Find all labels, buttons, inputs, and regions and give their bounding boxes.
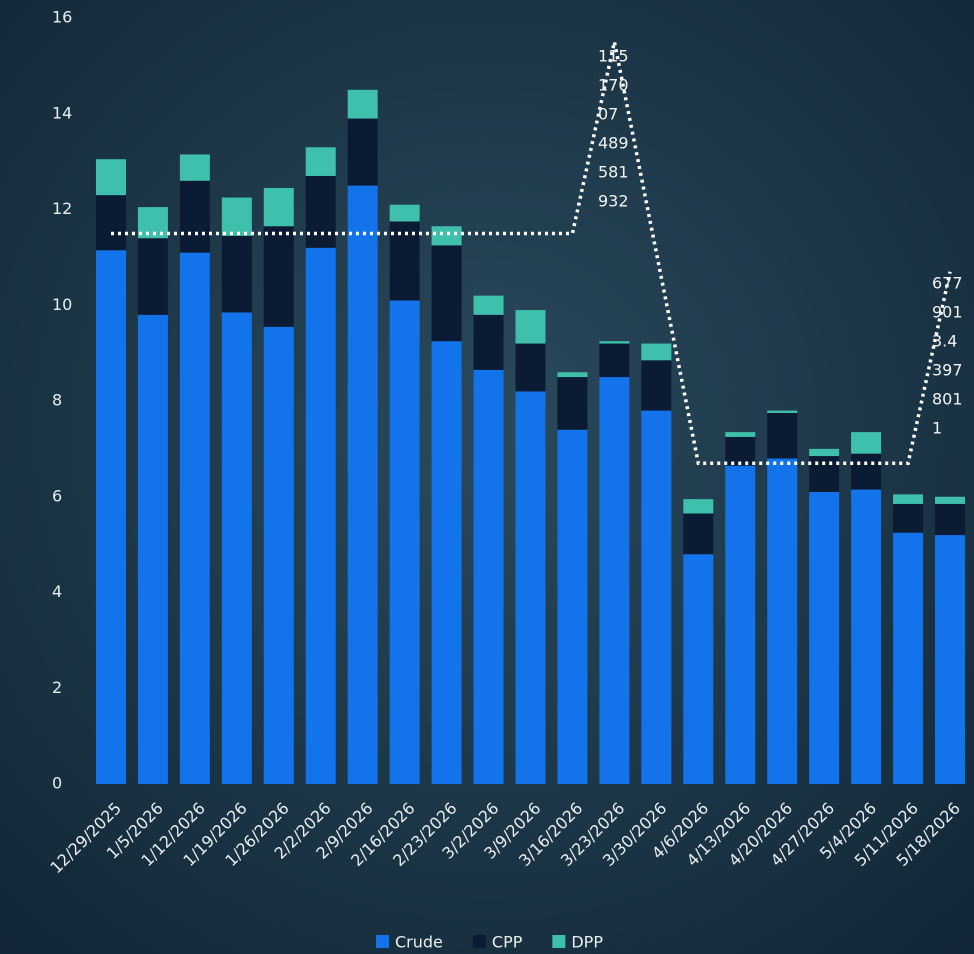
annotation: 170 — [598, 76, 629, 95]
legend-swatch — [472, 935, 486, 948]
bar-segment — [305, 175, 336, 248]
annotation: 581 — [598, 163, 629, 182]
bar-segment — [683, 499, 714, 514]
bar-segment — [179, 180, 210, 253]
bar-segment — [347, 118, 378, 186]
bar-segment — [809, 448, 840, 457]
bar-segment — [95, 195, 126, 251]
y-tick-label: 2 — [52, 678, 62, 697]
y-tick-label: 12 — [52, 199, 72, 218]
bar-segment — [935, 535, 966, 784]
bar-segment — [851, 453, 882, 490]
bar-segment — [557, 377, 588, 430]
bar-segment — [515, 310, 546, 344]
legend-swatch — [376, 935, 389, 948]
annotation: 901 — [932, 303, 963, 322]
annotation: 115 — [598, 47, 629, 66]
annotation: 07 — [598, 105, 618, 124]
legend-label: CPP — [492, 933, 523, 952]
bar-segment — [767, 412, 798, 459]
annotation: 932 — [598, 192, 629, 211]
bar-segment — [767, 410, 798, 413]
bar-segment — [683, 554, 714, 784]
bar-segment — [725, 436, 756, 466]
annotation: 1 — [932, 419, 942, 438]
bar-segment — [137, 238, 168, 315]
bar-segment — [179, 252, 210, 784]
bar-segment — [263, 326, 294, 784]
bar-segment — [431, 341, 462, 784]
bar-segment — [95, 250, 126, 785]
bar-segment — [599, 343, 630, 378]
bar-segment — [851, 489, 882, 784]
bar-segment — [599, 341, 630, 344]
bar-segment — [137, 207, 168, 239]
bar-segment — [305, 247, 336, 785]
bar-segment — [305, 147, 336, 176]
bar-segment — [389, 221, 420, 301]
bar-segment — [599, 377, 630, 784]
y-tick-label: 16 — [52, 8, 72, 27]
bar-segment — [641, 343, 672, 361]
annotation: 801 — [932, 390, 963, 409]
y-tick-label: 4 — [52, 582, 62, 601]
bar-segment — [431, 245, 462, 342]
bar-segment — [221, 312, 252, 784]
bar-segment — [95, 159, 126, 196]
annotation: 489 — [598, 134, 629, 153]
bar-segment — [557, 372, 588, 378]
bar-segment — [935, 496, 966, 504]
y-tick-label: 10 — [52, 295, 72, 314]
annotation: 677 — [932, 274, 963, 293]
bar-segment — [893, 532, 924, 784]
annotation: 397 — [932, 361, 963, 380]
bar-segment — [473, 314, 504, 370]
bar-segment — [809, 491, 840, 784]
legend-swatch — [552, 935, 566, 948]
y-tick-label: 0 — [52, 774, 62, 793]
bar-segment — [473, 369, 504, 784]
bar-segment — [893, 494, 924, 504]
bar-segment — [725, 465, 756, 784]
y-tick-label: 8 — [52, 391, 62, 410]
bar-segment — [221, 235, 252, 313]
legend-label: Crude — [395, 933, 443, 952]
bar-segment — [641, 410, 672, 784]
y-tick-label: 6 — [52, 486, 62, 505]
bar-segment — [515, 343, 546, 392]
bar-segment — [221, 197, 252, 236]
bar-segment — [263, 226, 294, 327]
bar-segment — [641, 360, 672, 411]
bar-segment — [263, 187, 294, 227]
bar-segment — [767, 458, 798, 784]
bar-segment — [557, 429, 588, 784]
bar-segment — [851, 432, 882, 454]
bar-segment — [347, 89, 378, 119]
annotation: 3.4 — [932, 332, 957, 351]
bar-segment — [893, 503, 924, 533]
dotted-line — [110, 41, 952, 465]
bar-segment — [137, 314, 168, 784]
bar-segment — [725, 432, 756, 437]
bar-segment — [935, 503, 966, 536]
bar-segment — [347, 185, 378, 784]
bar-segment — [179, 154, 210, 181]
bar-segment — [389, 204, 420, 222]
bar-segment — [431, 226, 462, 246]
bar-segment — [683, 513, 714, 555]
legend-label: DPP — [571, 933, 603, 952]
y-tick-label: 14 — [52, 103, 72, 122]
bar-segment — [515, 391, 546, 784]
bar-segment — [809, 456, 840, 492]
bar-segment — [389, 300, 420, 784]
bar-segment — [473, 295, 504, 315]
